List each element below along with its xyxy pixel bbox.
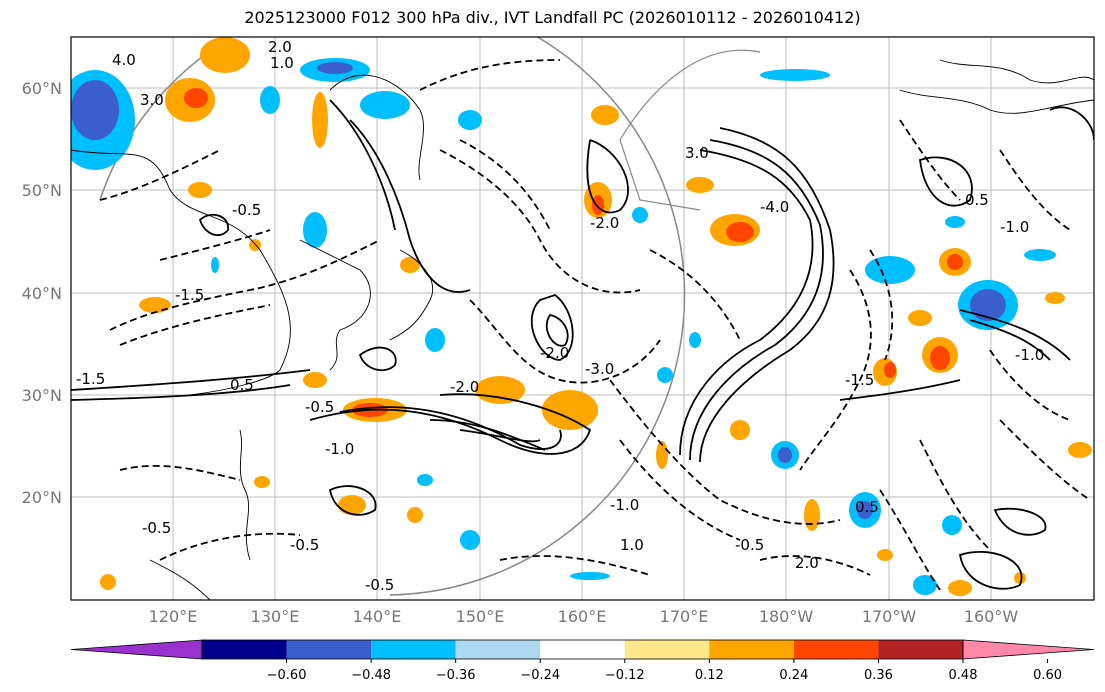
contour-label: -0.5 [305, 398, 334, 416]
lon-tick-label: 130°E [251, 607, 300, 626]
contour-label: -0.5 [232, 201, 261, 219]
contour-label: 4.0 [112, 51, 136, 69]
map-frame [70, 36, 1095, 601]
colorbar-outline [201, 639, 964, 660]
lat-tick-label: 30°N [22, 386, 62, 405]
colorbar-tick-label: 0.12 [695, 668, 724, 683]
contour-label: 3.0 [140, 91, 164, 109]
contour-label: 2.0 [268, 38, 292, 56]
lon-tick-label: 160°W [964, 607, 1019, 626]
colorbar-swatch [371, 640, 456, 659]
colorbar-tick-label: −0.24 [520, 668, 560, 683]
lon-tick-label: 160°E [558, 607, 607, 626]
contour-label: -2.0 [450, 378, 479, 396]
colorbar-tick-label: −0.12 [605, 668, 645, 683]
lat-tick-label: 50°N [22, 181, 62, 200]
colorbar-swatch [624, 640, 710, 659]
colorbar-swatch [540, 640, 625, 659]
contour-label: -1.5 [175, 286, 204, 304]
colorbar-swatch [793, 640, 879, 659]
colorbar-swatch [709, 640, 794, 659]
colorbar-tick-label: −0.36 [436, 668, 476, 683]
contour-label: 1.0 [620, 536, 644, 554]
contour-label: 0.5 [965, 191, 989, 209]
latitude-axis: 60°N 50°N 40°N 30°N 20°N [22, 79, 62, 507]
colorbar-extend-high [962, 639, 1095, 660]
contour-label: -0.5 [290, 536, 319, 554]
colorbar-swatch [286, 640, 372, 659]
ivt-contours-negative [99, 59, 1091, 591]
ivt-contours-positive [71, 99, 1094, 590]
divergence-shading [71, 37, 1092, 596]
contour-label: -1.5 [845, 371, 874, 389]
gridlines [71, 37, 1094, 600]
colorbar-extend-low [70, 639, 203, 660]
contour-label: -1.0 [1000, 218, 1029, 236]
longitude-axis: 120°E 130°E 140°E 150°E 160°E 170°E 180°… [149, 607, 1019, 626]
lon-tick-label: 170°W [862, 607, 917, 626]
colorbar-tick-label: 0.48 [949, 668, 978, 683]
colorbar-tick-label: −0.60 [267, 668, 307, 683]
contour-label: -2.0 [540, 344, 569, 362]
lat-tick-label: 60°N [22, 79, 62, 98]
contour-labels: 4.0 3.0 2.0 1.0 0.5 -0.5 -1.0 -1.5 -2.0 … [76, 38, 1044, 594]
colorbar-swatch [455, 640, 541, 659]
lat-tick-label: 40°N [22, 284, 62, 303]
contour-label: 0.5 [855, 498, 879, 516]
colorbar-tick-label: −0.48 [351, 668, 391, 683]
coastlines [71, 59, 1094, 600]
colorbar-swatch [878, 640, 963, 659]
contour-label: 0.5 [230, 376, 254, 394]
map-title: 2025123000 F012 300 hPa div., IVT Landfa… [244, 8, 861, 27]
contour-label: 2.0 [795, 554, 819, 572]
contour-label: -1.0 [325, 440, 354, 458]
contour-label: -0.5 [365, 576, 394, 594]
contour-label: 1.0 [270, 54, 294, 72]
contour-label: -2.0 [590, 214, 619, 232]
lon-tick-label: 120°E [149, 607, 198, 626]
lon-tick-label: 150°E [456, 607, 505, 626]
contour-label: -1.0 [1015, 346, 1044, 364]
lon-tick-label: 170°E [660, 607, 709, 626]
colorbar-tick-label: 0.60 [1033, 668, 1062, 683]
contour-label: -3.0 [585, 360, 614, 378]
contour-label: -0.5 [142, 519, 171, 537]
colorbar: −0.60 −0.48 −0.36 −0.24 −0.12 0.12 0.24 0.36 0.4… [70, 639, 1095, 683]
colorbar-tick-label: 0.36 [864, 668, 893, 683]
contour-label: -0.5 [735, 536, 764, 554]
colorbar-swatch [202, 640, 287, 659]
contour-label: -1.0 [610, 496, 639, 514]
lon-tick-label: 180°W [759, 607, 814, 626]
colorbar-tick-label: 0.24 [779, 668, 808, 683]
lon-tick-label: 140°E [353, 607, 402, 626]
lat-tick-label: 20°N [22, 488, 62, 507]
contour-label: -4.0 [760, 198, 789, 216]
contour-label: -1.5 [76, 370, 105, 388]
contour-label: 3.0 [685, 144, 709, 162]
